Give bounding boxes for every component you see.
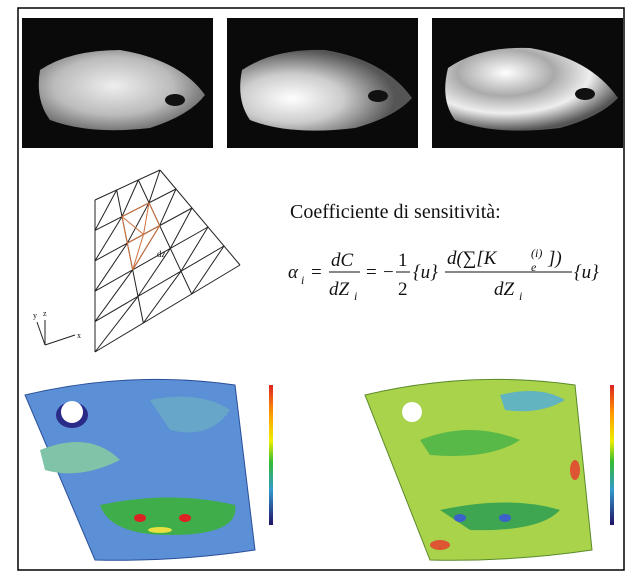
formula-part: {u} [413,262,438,283]
mesh-line [133,226,160,270]
mesh-line [149,203,160,226]
formula-part: = [366,262,377,283]
formula-part: {u} [574,262,599,283]
formula-part: 2 [398,279,408,300]
formula-part: α [288,262,299,283]
mesh-line [138,180,191,294]
mesh-line [95,296,138,352]
formula-part: − [383,262,394,283]
formula: α i = dC dZ i = − 1 2 {u} d(∑[K e (i) ])… [288,246,599,303]
formula-part: = [311,262,322,283]
colorbar [610,385,614,525]
mesh-line [122,180,138,217]
mesh-line [95,270,133,322]
formula-part: dC [331,250,354,271]
axis-label: y [33,311,37,320]
mesh-line [95,227,208,291]
photo [22,18,213,148]
colorbar [269,385,273,525]
caption-title: Coefficiente di sensitività: [290,201,501,223]
mesh-line [95,170,160,200]
formula-part: i [301,273,304,287]
mesh-line [192,246,224,294]
mesh-line [181,227,208,271]
formula-part: (i) [531,246,542,260]
formula-part: ]) [547,248,562,269]
formula-part: i [519,289,522,303]
mesh-label: dz [157,249,166,259]
mesh [95,170,240,352]
photo [432,18,623,148]
photo [227,18,418,148]
figure: dz y z x Coefficiente di sensitività: α … [0,0,634,578]
formula-part: d(∑[K [447,248,498,269]
formula-part: dZ [329,279,350,300]
mesh-line [160,189,176,226]
contour-plot [25,379,255,560]
axis-triad [37,320,75,345]
formula-part: dZ [494,279,515,300]
formula-part: i [354,289,357,303]
contour-plot [365,379,592,560]
axis-label: z [43,309,47,318]
formula-part: 1 [398,250,408,271]
mesh-line [160,170,240,265]
mesh-line [143,271,181,323]
mesh-line [127,243,132,270]
axis-label: x [77,331,81,340]
